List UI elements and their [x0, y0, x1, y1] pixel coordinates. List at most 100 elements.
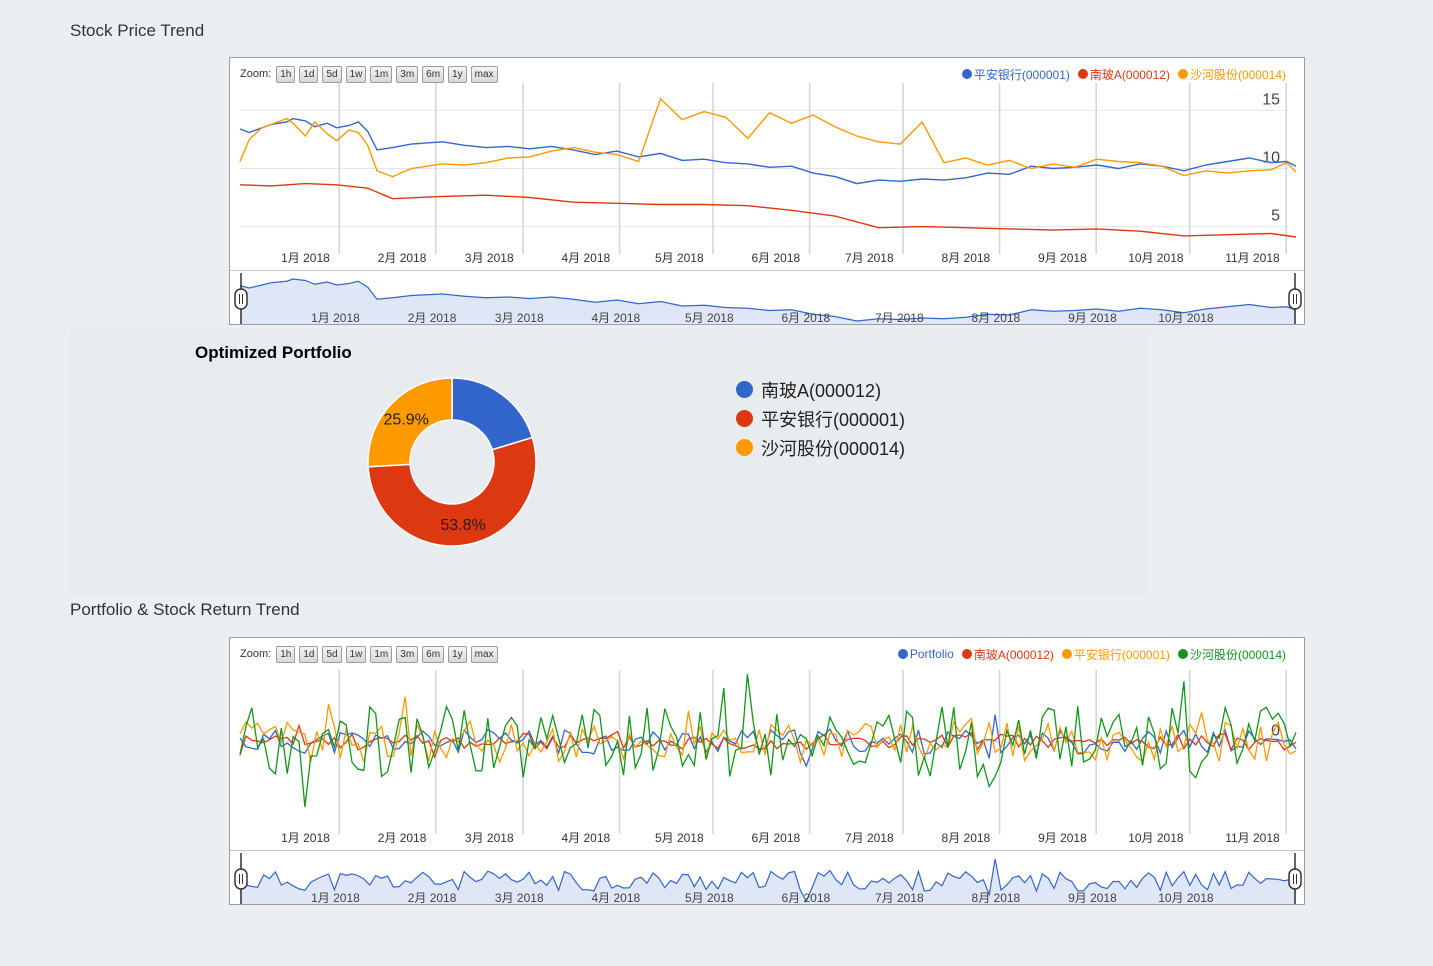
- range-tick-label: 7月 2018: [875, 891, 924, 905]
- legend-item-000001[interactable]: 平安银行(000001): [961, 66, 1070, 83]
- range-separator: [230, 850, 1304, 851]
- zoom-3m-button[interactable]: 3m: [396, 65, 419, 83]
- zoom-1y-button[interactable]: 1y: [448, 65, 467, 83]
- range-tick-label: 4月 2018: [591, 311, 640, 325]
- x-tick-label: 11月 2018: [1225, 251, 1280, 265]
- pie-legend-item[interactable]: 平安银行(000001): [736, 404, 905, 433]
- range-handle-icon: [234, 288, 248, 310]
- zoom-max-button[interactable]: max: [470, 65, 498, 83]
- portfolio-pie-panel: Optimized Portfolio 53.8% 25.9% 南玻A(00001…: [70, 330, 1150, 595]
- range-tick-label: 7月 2018: [875, 311, 924, 325]
- legend-label: 沙河股份(000014): [1189, 647, 1286, 662]
- x-tick-label: 1月 2018: [281, 251, 330, 265]
- legend-item-000012[interactable]: 南玻A(000012): [961, 646, 1054, 663]
- zoom-1d-button[interactable]: 1d: [299, 65, 319, 83]
- zoom-1y-button[interactable]: 1y: [448, 645, 467, 663]
- range-line: [239, 278, 1297, 322]
- zoom-1m-button[interactable]: 1m: [370, 645, 393, 663]
- x-tick-label: 8月 2018: [942, 831, 991, 845]
- x-tick-label: 9月 2018: [1038, 831, 1087, 845]
- range-tick-label: 5月 2018: [685, 311, 734, 325]
- price-legend: 平安银行(000001) 南玻A(000012) 沙河股份(000014): [961, 65, 1286, 83]
- zoom-1h-button[interactable]: 1h: [276, 65, 296, 83]
- legend-label: 沙河股份(000014): [1189, 67, 1286, 82]
- slice-label: 53.8%: [440, 517, 485, 534]
- zoom-5d-button[interactable]: 5d: [322, 645, 342, 663]
- zoom-label: Zoom:: [240, 648, 272, 660]
- x-tick-label: 4月 2018: [561, 251, 610, 265]
- zoom-6m-button[interactable]: 6m: [422, 645, 445, 663]
- range-separator: [230, 270, 1304, 271]
- range-tick-label: 6月 2018: [782, 891, 831, 905]
- zoom-5d-button[interactable]: 5d: [322, 65, 342, 83]
- x-tick-label: 10月 2018: [1128, 251, 1184, 265]
- return-chart-plot[interactable]: 0 1月 2018 2月 2018 3月 2018 4月 2018 5月 2018 6月 2…: [230, 638, 1305, 905]
- pie-legend-item[interactable]: 南玻A(000012): [736, 375, 905, 404]
- range-handle-icon: [234, 868, 248, 890]
- zoom-1h-button[interactable]: 1h: [276, 645, 296, 663]
- legend-item-000001[interactable]: 平安银行(000001): [1061, 646, 1170, 663]
- zoom-1w-button[interactable]: 1w: [345, 65, 367, 83]
- zoom-1w-button[interactable]: 1w: [345, 645, 367, 663]
- y-tick-label: 0: [1271, 723, 1280, 740]
- portfolio-donut-chart[interactable]: 53.8% 25.9%: [70, 330, 670, 595]
- range-line: [239, 858, 1297, 903]
- legend-item-000012[interactable]: 南玻A(000012): [1077, 66, 1170, 83]
- zoom-label: Zoom:: [240, 68, 272, 80]
- zoom-max-button[interactable]: max: [470, 645, 498, 663]
- range-tick-label: 8月 2018: [972, 891, 1021, 905]
- range-area: [240, 279, 1296, 324]
- y-tick-label: 10: [1262, 150, 1280, 167]
- x-tick-label: 3月 2018: [465, 251, 514, 265]
- slice-label: 25.9%: [384, 412, 429, 429]
- range-area: [240, 859, 1296, 904]
- legend-label: Portfolio: [909, 647, 954, 661]
- price-chart-plot[interactable]: 5 10 15 1月 2018 2月 2018 3月 2018 4月 2018 5月 2018…: [230, 58, 1305, 325]
- price-section-title: Stock Price Trend: [70, 21, 205, 40]
- x-tick-label: 11月 2018: [1225, 831, 1280, 845]
- pie-legend-label: 平安银行(000001): [761, 409, 906, 430]
- zoom-6m-button[interactable]: 6m: [422, 65, 445, 83]
- range-tick-label: 4月 2018: [591, 891, 640, 905]
- x-tick-label: 8月 2018: [942, 251, 991, 265]
- series-line: [239, 182, 1297, 238]
- pie-legend-label: 南玻A(000012): [761, 380, 882, 401]
- range-handle-icon: [1288, 868, 1302, 890]
- range-tick-label: 9月 2018: [1068, 311, 1117, 325]
- range-tick-label: 3月 2018: [495, 891, 544, 905]
- legend-dot-icon: [736, 381, 753, 398]
- range-tick-label: 6月 2018: [782, 311, 831, 325]
- donut-slice: [367, 377, 453, 468]
- legend-item-000014[interactable]: 沙河股份(000014): [1177, 646, 1286, 663]
- zoom-3m-button[interactable]: 3m: [396, 645, 419, 663]
- x-tick-label: 7月 2018: [845, 251, 894, 265]
- zoom-1d-button[interactable]: 1d: [299, 645, 319, 663]
- donut-slice: [451, 377, 534, 451]
- x-tick-label: 5月 2018: [655, 251, 704, 265]
- x-tick-label: 10月 2018: [1128, 831, 1184, 845]
- legend-label: 南玻A(000012): [973, 647, 1054, 662]
- series-line: [239, 674, 1297, 808]
- range-tick-label: 8月 2018: [972, 311, 1021, 325]
- x-tick-label: 6月 2018: [752, 251, 801, 265]
- price-zoom-bar: Zoom: 1h 1d 5d 1w 1m 3m 6m 1y max: [240, 65, 498, 83]
- legend-dot-icon: [961, 69, 972, 79]
- return-chart-frame: Zoom: 1h 1d 5d 1w 1m 3m 6m 1y max Portfo…: [229, 637, 1305, 905]
- zoom-1m-button[interactable]: 1m: [370, 65, 393, 83]
- legend-dot-icon: [897, 649, 908, 659]
- legend-item-000014[interactable]: 沙河股份(000014): [1177, 66, 1286, 83]
- legend-dot-icon: [1177, 69, 1188, 79]
- return-section-title: Portfolio & Stock Return Trend: [70, 600, 300, 619]
- legend-item-portfolio[interactable]: Portfolio: [897, 647, 954, 661]
- range-tick-label: 3月 2018: [495, 311, 544, 325]
- x-tick-label: 6月 2018: [752, 831, 801, 845]
- y-tick-label: 15: [1262, 91, 1280, 108]
- range-tick-label: 1月 2018: [311, 891, 360, 905]
- pie-legend-item[interactable]: 沙河股份(000014): [736, 433, 905, 462]
- price-chart-frame: Zoom: 1h 1d 5d 1w 1m 3m 6m 1y max 平安银行(0…: [229, 57, 1305, 325]
- series-line: [239, 97, 1297, 178]
- legend-label: 平安银行(000001): [973, 67, 1070, 82]
- legend-dot-icon: [1077, 69, 1088, 79]
- range-tick-label: 2月 2018: [408, 891, 457, 905]
- legend-dot-icon: [736, 410, 753, 427]
